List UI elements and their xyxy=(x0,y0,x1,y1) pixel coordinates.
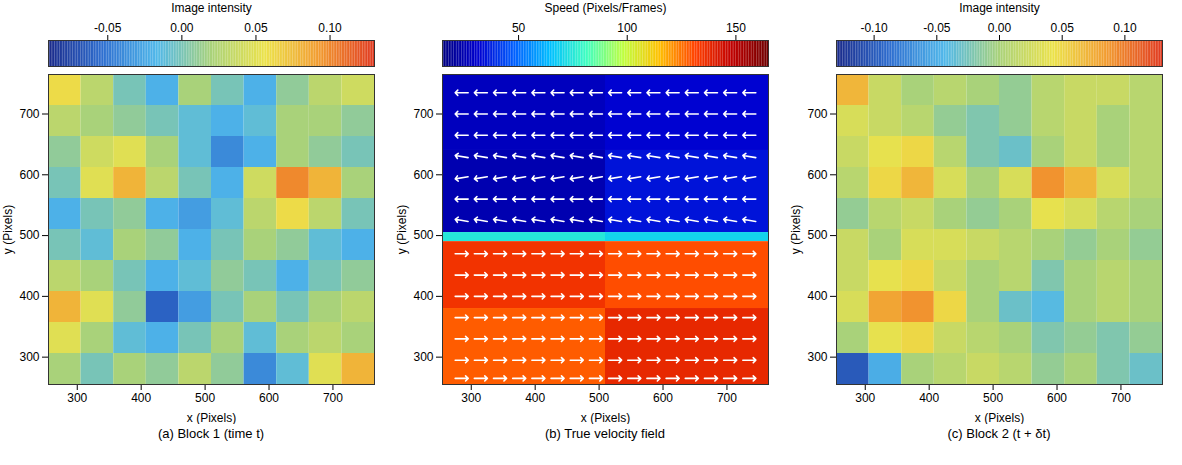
svg-text:700: 700 xyxy=(807,107,827,121)
svg-text:0.10: 0.10 xyxy=(318,21,342,35)
svg-text:500: 500 xyxy=(589,391,609,405)
svg-text:700: 700 xyxy=(1111,391,1131,405)
svg-text:300: 300 xyxy=(807,350,827,364)
svg-text:600: 600 xyxy=(807,168,827,182)
svg-text:x (Pixels): x (Pixels) xyxy=(975,411,1024,425)
svg-text:500: 500 xyxy=(807,228,827,242)
svg-text:400: 400 xyxy=(19,289,39,303)
svg-text:Speed (Pixels/Frames): Speed (Pixels/Frames) xyxy=(544,1,666,15)
svg-text:-0.10: -0.10 xyxy=(860,21,888,35)
svg-text:600: 600 xyxy=(653,391,673,405)
svg-text:-0.05: -0.05 xyxy=(94,21,122,35)
svg-text:600: 600 xyxy=(19,168,39,182)
svg-text:700: 700 xyxy=(323,391,343,405)
svg-text:500: 500 xyxy=(195,391,215,405)
svg-text:300: 300 xyxy=(461,391,481,405)
svg-text:y (Pixels): y (Pixels) xyxy=(1,205,15,254)
svg-text:Image intensity: Image intensity xyxy=(959,1,1040,15)
svg-text:700: 700 xyxy=(413,107,433,121)
svg-text:y (Pixels): y (Pixels) xyxy=(395,205,409,254)
svg-text:400: 400 xyxy=(413,289,433,303)
svg-text:600: 600 xyxy=(1047,391,1067,405)
svg-text:x (Pixels): x (Pixels) xyxy=(581,411,630,425)
svg-text:Image intensity: Image intensity xyxy=(171,1,252,15)
html-text:(a) Block 1 (time t): (a) Block 1 (time t) xyxy=(157,426,265,441)
svg-text:0.05: 0.05 xyxy=(244,21,268,35)
svg-text:600: 600 xyxy=(413,168,433,182)
html-text:(b) True velocity field: (b) True velocity field xyxy=(545,426,665,441)
svg-text:500: 500 xyxy=(413,228,433,242)
svg-text:100: 100 xyxy=(617,21,637,35)
svg-text:700: 700 xyxy=(19,107,39,121)
svg-text:500: 500 xyxy=(19,228,39,242)
svg-text:0.10: 0.10 xyxy=(1113,21,1137,35)
svg-text:0.00: 0.00 xyxy=(988,21,1012,35)
svg-text:150: 150 xyxy=(726,21,746,35)
svg-text:-0.05: -0.05 xyxy=(923,21,951,35)
html-text:(c) Block 2 (t + δt): (c) Block 2 (t + δt) xyxy=(947,426,1051,441)
svg-text:300: 300 xyxy=(19,350,39,364)
svg-text:0.05: 0.05 xyxy=(1051,21,1075,35)
svg-text:500: 500 xyxy=(983,391,1003,405)
svg-text:400: 400 xyxy=(919,391,939,405)
svg-text:300: 300 xyxy=(67,391,87,405)
svg-text:50: 50 xyxy=(512,21,526,35)
svg-text:300: 300 xyxy=(855,391,875,405)
svg-text:y (Pixels): y (Pixels) xyxy=(789,205,803,254)
svg-text:x (Pixels): x (Pixels) xyxy=(187,411,236,425)
svg-text:400: 400 xyxy=(525,391,545,405)
svg-text:700: 700 xyxy=(717,391,737,405)
svg-text:400: 400 xyxy=(807,289,827,303)
svg-text:0.00: 0.00 xyxy=(170,21,194,35)
svg-text:400: 400 xyxy=(131,391,151,405)
svg-text:300: 300 xyxy=(413,350,433,364)
svg-text:600: 600 xyxy=(259,391,279,405)
